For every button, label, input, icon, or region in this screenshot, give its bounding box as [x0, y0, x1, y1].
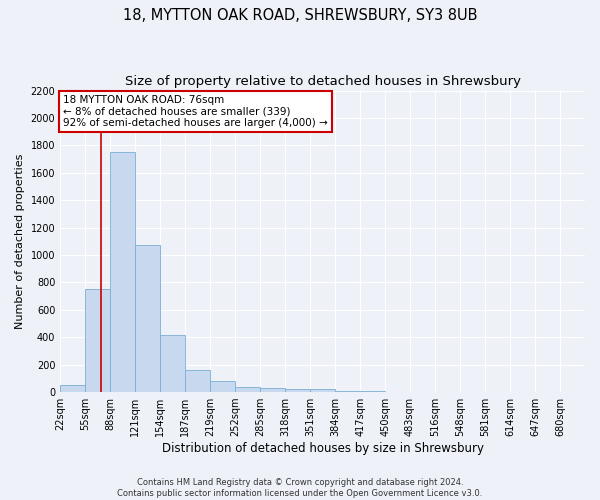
X-axis label: Distribution of detached houses by size in Shrewsbury: Distribution of detached houses by size …	[161, 442, 484, 455]
Bar	[310, 390, 335, 392]
Bar	[85, 290, 110, 392]
Bar	[60, 385, 85, 392]
Bar	[235, 386, 260, 392]
Bar	[160, 334, 185, 392]
Text: Contains HM Land Registry data © Crown copyright and database right 2024.
Contai: Contains HM Land Registry data © Crown c…	[118, 478, 482, 498]
Bar	[210, 381, 235, 392]
Bar	[260, 388, 285, 392]
Y-axis label: Number of detached properties: Number of detached properties	[15, 154, 25, 329]
Bar	[135, 244, 160, 392]
Bar	[285, 388, 310, 392]
Bar	[185, 370, 210, 392]
Text: 18 MYTTON OAK ROAD: 76sqm
← 8% of detached houses are smaller (339)
92% of semi-: 18 MYTTON OAK ROAD: 76sqm ← 8% of detach…	[63, 95, 328, 128]
Bar	[110, 152, 135, 392]
Title: Size of property relative to detached houses in Shrewsbury: Size of property relative to detached ho…	[125, 75, 521, 88]
Text: 18, MYTTON OAK ROAD, SHREWSBURY, SY3 8UB: 18, MYTTON OAK ROAD, SHREWSBURY, SY3 8UB	[123, 8, 477, 22]
